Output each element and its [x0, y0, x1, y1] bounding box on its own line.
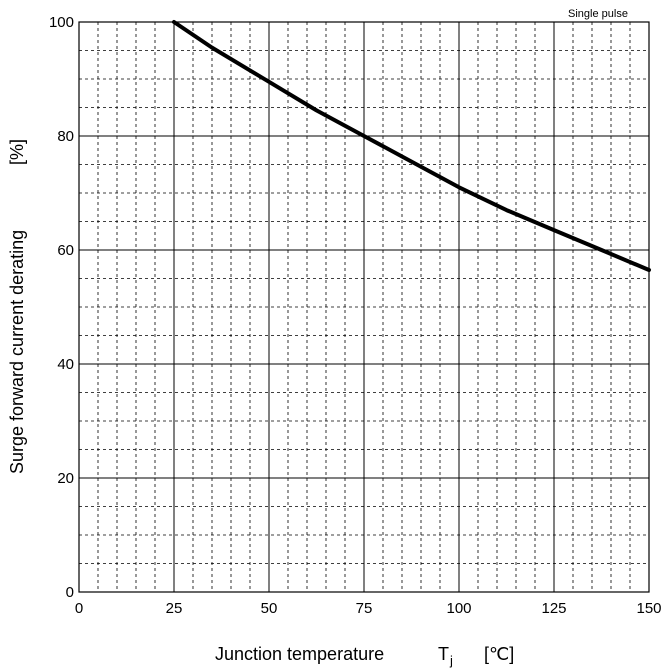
y-tick-label: 20: [57, 470, 74, 487]
series-line: [172, 20, 651, 272]
x-tick-label: 150: [636, 600, 661, 617]
x-axis-subscript: j: [449, 653, 453, 668]
x-axis-unit: [℃]: [484, 644, 514, 664]
y-axis-label: Surge forward current derating: [7, 230, 27, 474]
y-tick-labels: 0 20 40 60 80 100: [49, 14, 74, 601]
x-tick-label: 125: [541, 600, 566, 617]
x-axis-symbol: T: [438, 644, 449, 664]
y-tick-label: 100: [49, 14, 74, 31]
x-tick-label: 50: [261, 600, 278, 617]
y-tick-label: 0: [66, 584, 74, 601]
y-tick-label: 60: [57, 242, 74, 259]
y-tick-label: 80: [57, 128, 74, 145]
x-tick-label: 25: [166, 600, 183, 617]
x-axis-label: Junction temperature: [215, 644, 384, 664]
y-tick-label: 40: [57, 356, 74, 373]
y-axis-unit: [%]: [7, 139, 27, 165]
x-tick-labels: 0 25 50 75 100 125 150: [75, 600, 662, 617]
x-tick-label: 100: [446, 600, 471, 617]
plot-frame: [78, 21, 650, 593]
x-tick-label: 0: [75, 600, 83, 617]
grid: [79, 22, 649, 592]
annotation-single-pulse: Single pulse: [568, 8, 628, 20]
x-tick-label: 75: [356, 600, 373, 617]
